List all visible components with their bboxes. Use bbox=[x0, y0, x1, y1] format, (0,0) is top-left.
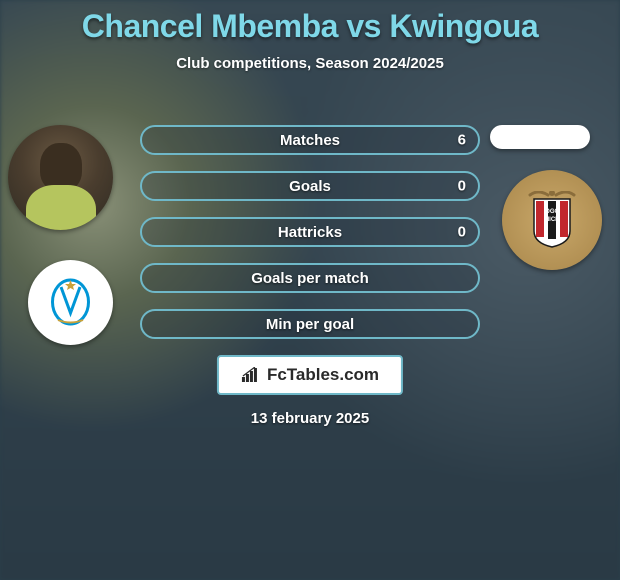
player-left-avatar bbox=[8, 125, 113, 230]
branding-badge: FcTables.com bbox=[217, 355, 403, 395]
stat-label: Goals bbox=[289, 178, 331, 195]
date-label: 13 february 2025 bbox=[0, 410, 620, 427]
subtitle: Club competitions, Season 2024/2025 bbox=[0, 55, 620, 72]
stat-row: Min per goal bbox=[140, 309, 480, 339]
club-right-badge: OGC NICE bbox=[502, 170, 602, 270]
branding-text: FcTables.com bbox=[267, 365, 379, 385]
svg-text:NICE: NICE bbox=[545, 217, 559, 223]
stat-label: Min per goal bbox=[266, 316, 354, 333]
stat-row: Goals per match bbox=[140, 263, 480, 293]
stat-row: Goals 0 bbox=[140, 171, 480, 201]
player-right-avatar bbox=[490, 125, 590, 149]
nice-logo-icon: OGC NICE bbox=[528, 191, 576, 249]
svg-text:OGC: OGC bbox=[545, 209, 559, 215]
stat-row: Matches 6 bbox=[140, 125, 480, 155]
stat-right-value: 0 bbox=[458, 224, 466, 241]
infographic: Chancel Mbemba vs Kwingoua Club competit… bbox=[0, 0, 620, 580]
bar-chart-icon bbox=[241, 367, 261, 383]
page-title: Chancel Mbemba vs Kwingoua bbox=[0, 0, 620, 45]
stat-label: Matches bbox=[280, 132, 340, 149]
stat-label: Goals per match bbox=[251, 270, 369, 287]
om-logo-icon bbox=[43, 275, 98, 330]
stat-label: Hattricks bbox=[278, 224, 342, 241]
stats-list: Matches 6 Goals 0 Hattricks 0 Goals per … bbox=[140, 125, 480, 355]
club-left-badge bbox=[28, 260, 113, 345]
stat-right-value: 0 bbox=[458, 178, 466, 195]
stat-row: Hattricks 0 bbox=[140, 217, 480, 247]
stat-right-value: 6 bbox=[458, 132, 466, 149]
